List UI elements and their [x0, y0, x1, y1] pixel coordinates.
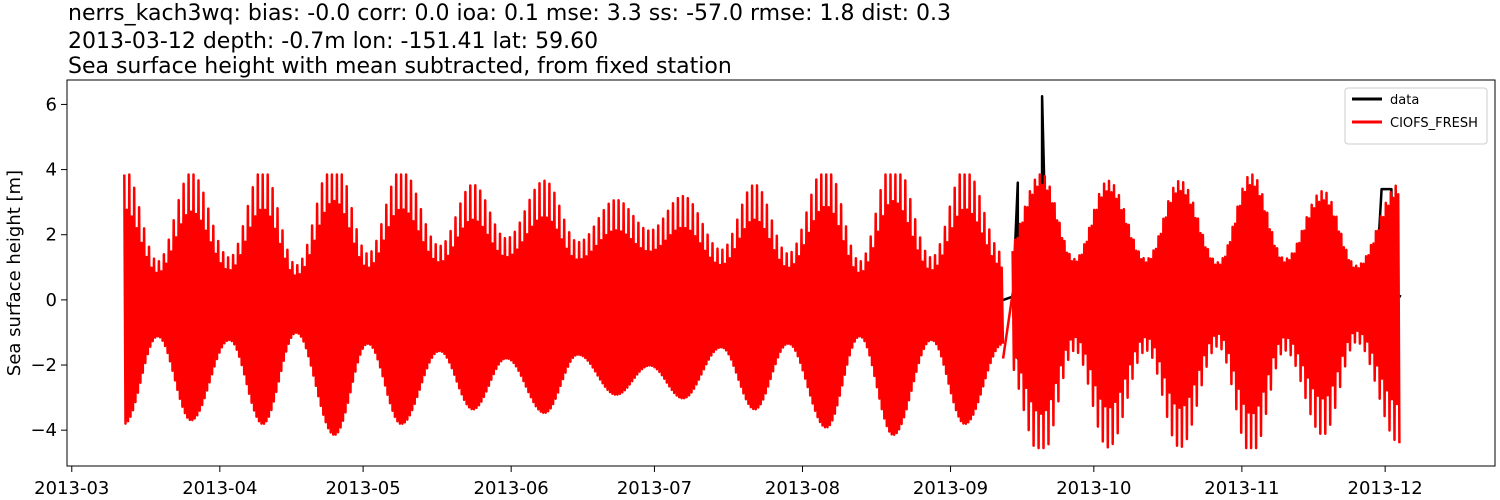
- chart-title-line-2: 2013-03-12 depth: -0.7m lon: -151.41 lat…: [68, 29, 599, 54]
- y-tick-label: 2: [46, 225, 57, 246]
- legend-label-ciofs-fresh: CIOFS_FRESH: [1390, 116, 1478, 131]
- y-tick-label: 6: [46, 94, 57, 115]
- x-tick-label: 2013-11: [1204, 478, 1279, 499]
- y-axis: −4 −2 0 2 4 6: [30, 94, 67, 441]
- y-tick-label: −4: [30, 420, 57, 441]
- x-tick-label: 2013-03: [34, 478, 109, 499]
- series-gap-bridge-ciofs-fresh: [1001, 293, 1014, 359]
- x-tick-label: 2013-05: [325, 478, 400, 499]
- y-axis-label: Sea surface height [m]: [4, 170, 25, 376]
- x-tick-label: 2013-04: [182, 478, 257, 499]
- legend-box: [1344, 87, 1488, 145]
- plot-area: [123, 95, 1402, 450]
- x-tick-label: 2013-08: [765, 478, 840, 499]
- y-tick-label: 4: [46, 160, 57, 181]
- series-line-ciofs-fresh-segment-1: [123, 173, 1005, 436]
- plot-frame: [66, 79, 1496, 467]
- x-tick-label: 2013-10: [1056, 478, 1131, 499]
- chart-title-line-1: nerrs_kach3wq: bias: -0.0 corr: 0.0 ioa:…: [68, 1, 952, 26]
- y-tick-label: 0: [46, 290, 57, 311]
- y-tick-label: −2: [30, 355, 57, 376]
- legend: data CIOFS_FRESH: [1344, 87, 1488, 145]
- x-axis: 2013-03 2013-04 2013-05 2013-06 2013-07 2013-…: [34, 466, 1423, 499]
- x-tick-label: 2013-07: [617, 478, 692, 499]
- series-line-ciofs-fresh-segment-2: [1011, 173, 1401, 450]
- chart-title-line-3: Sea surface height with mean subtracted,…: [68, 54, 732, 79]
- legend-label-data: data: [1390, 93, 1419, 108]
- x-tick-label: 2013-12: [1348, 478, 1423, 499]
- x-tick-label: 2013-06: [474, 478, 549, 499]
- x-tick-label: 2013-09: [913, 478, 988, 499]
